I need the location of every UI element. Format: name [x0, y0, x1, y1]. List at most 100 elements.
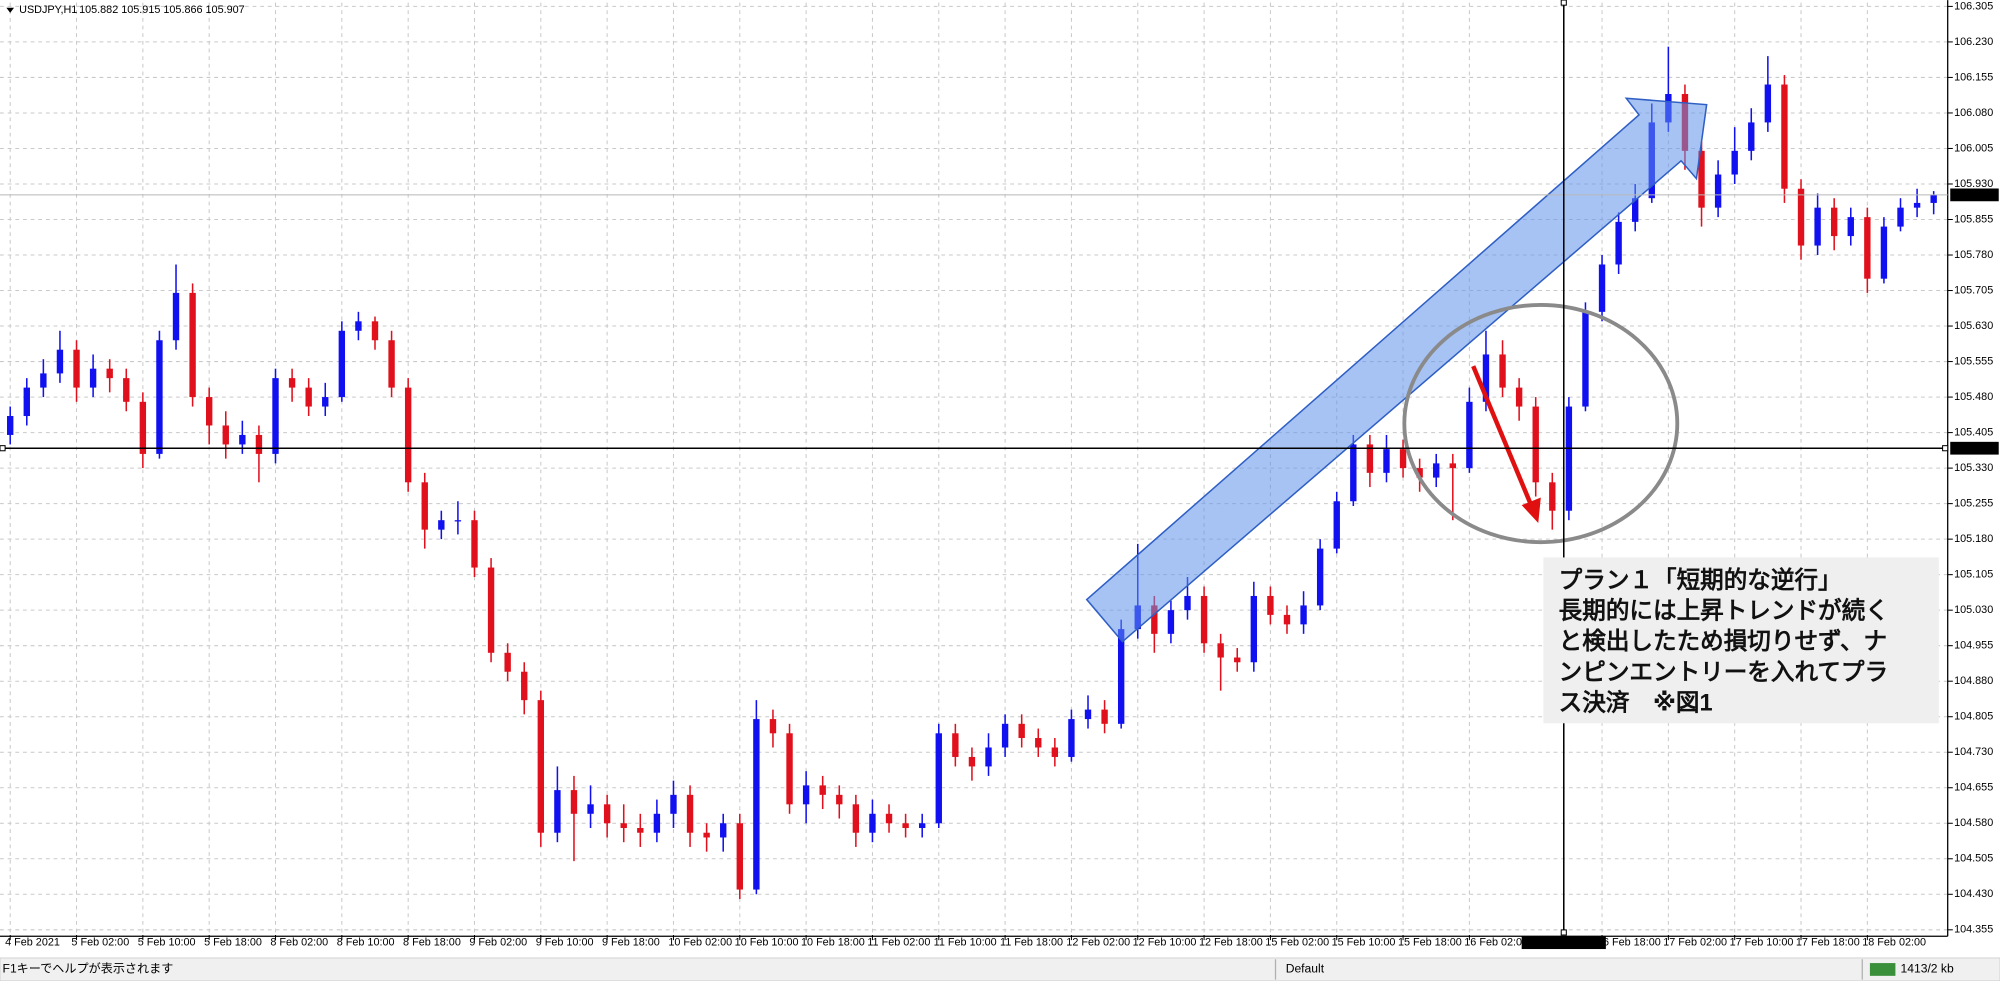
- candle-body: [454, 520, 462, 522]
- candle-body: [537, 700, 545, 833]
- candle-body: [338, 330, 346, 398]
- candle-body: [239, 434, 246, 445]
- candle-body: [371, 321, 379, 341]
- y-tick-label: 105.405: [1954, 426, 1993, 438]
- crosshair-handle: [1942, 445, 1949, 452]
- x-tick-label: 12 Feb 18:00: [1199, 937, 1263, 949]
- candle-body: [587, 804, 594, 814]
- crosshair-time-box: [1521, 936, 1606, 950]
- pullback-arrow: [1471, 365, 1533, 505]
- x-tick-label: 15 Feb 10:00: [1332, 937, 1396, 949]
- candle-body: [802, 785, 810, 805]
- candle-body: [919, 823, 926, 828]
- symbol: USDJPY,H1: [19, 4, 77, 16]
- y-tick-label: 105.555: [1954, 355, 1993, 367]
- candle-body: [1167, 610, 1175, 634]
- x-tick-label: 12 Feb 02:00: [1066, 937, 1130, 949]
- candle-body: [23, 387, 30, 417]
- x-tick-label: 15 Feb 18:00: [1398, 937, 1462, 949]
- candle-body: [1035, 738, 1042, 748]
- x-tick-label: 17 Feb 18:00: [1796, 937, 1860, 949]
- y-tick-label: 106.155: [1954, 71, 1993, 83]
- candle-body: [1117, 629, 1125, 724]
- y-tick-label: 105.105: [1954, 569, 1993, 581]
- y-tick-label: 104.805: [1954, 711, 1993, 723]
- candle-body: [1764, 84, 1772, 123]
- candle-body: [1714, 174, 1722, 208]
- candle-body: [753, 719, 760, 890]
- x-tick-label: 4 Feb 2021: [5, 937, 60, 949]
- last-price-label: 105.907: [1953, 189, 1992, 201]
- candle-body: [1466, 401, 1473, 469]
- candle-body: [421, 482, 428, 530]
- y-tick-label: 104.355: [1954, 924, 1993, 936]
- candle-body: [686, 794, 694, 833]
- x-tick-label: 15 Feb 02:00: [1265, 937, 1329, 949]
- candle-body: [1416, 468, 1423, 478]
- x-tick-label: 10 Feb 18:00: [801, 937, 865, 949]
- candle-body: [106, 368, 113, 379]
- candle-body: [1018, 723, 1025, 739]
- candle-body: [637, 827, 644, 833]
- candle-body: [1565, 406, 1573, 511]
- candle-body: [438, 520, 445, 530]
- trend-arrow: [1085, 97, 1708, 643]
- x-tick-label: 16 Feb 02:00: [1464, 937, 1528, 949]
- candle-body: [1449, 463, 1456, 469]
- annotation-line: プラン１「短期的な逆行」: [1559, 566, 1842, 593]
- candle-body: [1731, 150, 1738, 175]
- y-tick-label: 105.030: [1954, 604, 1993, 616]
- y-tick-label: 106.305: [1954, 0, 1993, 12]
- candle-body: [272, 378, 279, 454]
- symbol-menu-icon[interactable]: [6, 7, 15, 13]
- x-tick-label: 5 Feb 18:00: [204, 937, 262, 949]
- x-tick-label: 8 Feb 02:00: [270, 937, 328, 949]
- x-tick-label: 8 Feb 10:00: [337, 937, 395, 949]
- candle-body: [504, 652, 511, 672]
- x-tick-label: 5 Feb 10:00: [138, 937, 196, 949]
- candle-body: [1864, 217, 1871, 279]
- candle-body: [869, 813, 876, 833]
- candle-body: [1250, 595, 1258, 663]
- candle-body: [89, 368, 97, 388]
- x-tick-label: 16 Feb 18:00: [1597, 937, 1661, 949]
- candle-body: [1283, 614, 1291, 625]
- candle-body: [603, 804, 611, 824]
- candle-body: [1366, 444, 1374, 473]
- candle-body: [73, 349, 80, 388]
- x-tick-label: 9 Feb 10:00: [536, 937, 594, 949]
- status-traffic: 1413/2 kb: [1901, 962, 1954, 976]
- candle-body: [487, 567, 495, 653]
- y-tick-label: 104.730: [1954, 746, 1993, 758]
- candle-body: [1582, 311, 1589, 407]
- candle-body: [570, 790, 578, 814]
- y-tick-label: 104.430: [1954, 888, 1993, 900]
- candle-body: [1316, 548, 1324, 606]
- candle-body: [404, 387, 412, 483]
- candle-body: [1267, 595, 1274, 615]
- candle-body: [1615, 221, 1622, 265]
- candle-body: [56, 349, 64, 374]
- candle-body: [388, 340, 395, 388]
- x-tick-label: 10 Feb 10:00: [735, 937, 799, 949]
- x-tick-label: 17 Feb 02:00: [1663, 937, 1727, 949]
- candle-body: [952, 733, 959, 757]
- candle-body: [1797, 188, 1805, 246]
- quote: 105.882 105.915 105.866 105.907: [79, 4, 245, 16]
- x-tick-label: 8 Feb 18:00: [403, 937, 461, 949]
- annotation-line: 長期的には上昇トレンドが続く: [1559, 597, 1889, 624]
- overlay-layer: [0, 0, 1949, 936]
- y-tick-label: 105.255: [1954, 497, 1993, 509]
- candle-body: [1068, 719, 1075, 757]
- candle-body: [1930, 194, 1937, 203]
- candle-body: [1300, 605, 1307, 625]
- candle-body: [139, 401, 147, 454]
- candle-body: [1632, 198, 1639, 222]
- candle-body: [1482, 354, 1490, 402]
- candle-body: [1001, 723, 1009, 748]
- candle-body: [1880, 226, 1888, 279]
- x-tick-label: 18 Feb 02:00: [1862, 937, 1926, 949]
- y-tick-label: 105.780: [1954, 249, 1993, 261]
